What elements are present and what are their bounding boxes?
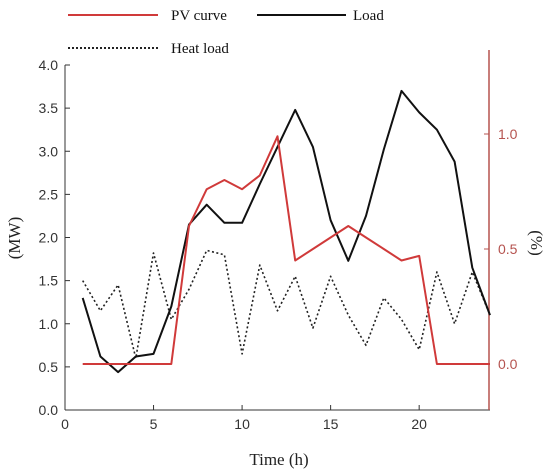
y-tick-label: 0.0 (39, 402, 59, 418)
tick-layer: 0 5 10 15 20 0.0 0.5 1.0 1.5 2.0 2.5 3.0 3.5 4.0 0.0 0.… (39, 57, 518, 432)
x-tick-label: 20 (411, 416, 427, 432)
x-tick-label: 15 (323, 416, 339, 432)
x-tick-label: 10 (234, 416, 250, 432)
y2-tick-label: 0.5 (498, 241, 518, 257)
legend: PV curve Load Heat load (68, 8, 384, 57)
axes (64, 50, 490, 411)
y-tick-label: 1.5 (39, 273, 59, 289)
series-line-pv-curve (82, 135, 490, 365)
y2-tick-label: 1.0 (498, 126, 518, 142)
y-tick-label: 3.0 (39, 143, 59, 159)
y-tick-label: 2.0 (39, 230, 59, 246)
legend-heat-label: Heat load (171, 41, 229, 57)
legend-load-label: Load (353, 8, 384, 24)
y-tick-label: 1.0 (39, 316, 59, 332)
y-tick-label: 0.5 (39, 359, 59, 375)
y-axis-left-title: (MW) (5, 217, 24, 259)
y-tick-label: 3.5 (39, 100, 59, 116)
y-axis-right-title: (%) (527, 230, 546, 255)
x-tick-label: 5 (150, 416, 158, 432)
y-tick-label: 2.5 (39, 186, 59, 202)
x-tick-label: 0 (61, 416, 69, 432)
y2-tick-label: 0.0 (498, 356, 518, 372)
series-line-heat-load (82, 249, 491, 360)
y-tick-label: 4.0 (39, 57, 59, 73)
series-layer (81, 89, 491, 374)
x-axis-title: Time (h) (249, 450, 308, 469)
legend-pv-label: PV curve (171, 8, 227, 24)
series-line-load (81, 89, 491, 374)
